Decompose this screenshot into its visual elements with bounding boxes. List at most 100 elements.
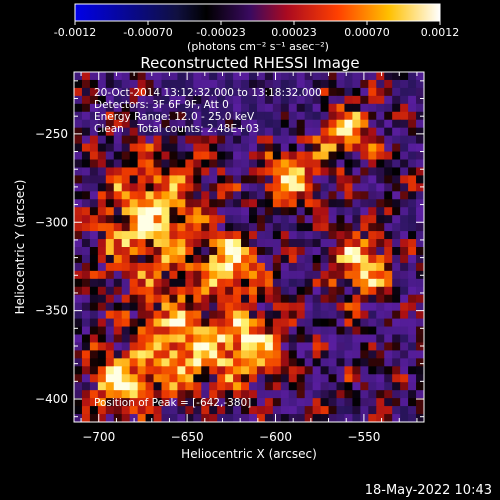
heatmap-cell	[304, 294, 314, 304]
heatmap-cell	[209, 270, 218, 280]
heatmap-cell	[185, 278, 194, 288]
heatmap-cell	[145, 135, 155, 145]
heatmap-cell	[193, 119, 202, 129]
heatmap-cell	[400, 382, 409, 391]
heatmap-cell	[296, 72, 306, 81]
heatmap-cell	[233, 294, 242, 304]
heatmap-cell	[177, 87, 186, 97]
heatmap-cell	[400, 286, 409, 296]
heatmap-cell	[145, 342, 155, 351]
heatmap-cell	[249, 231, 258, 240]
heatmap-cell	[249, 270, 258, 280]
heatmap-cell	[352, 199, 361, 208]
heatmap-cell	[97, 342, 107, 351]
heatmap-cell	[113, 286, 123, 296]
heatmap-cell	[280, 119, 290, 129]
heatmap-cell	[209, 398, 218, 407]
heatmap-cell	[177, 167, 186, 176]
heatmap-cell	[145, 215, 155, 224]
heatmap-cell	[360, 334, 369, 344]
heatmap-cell	[169, 294, 178, 304]
x-tick-label: −700	[82, 430, 115, 444]
axis-ticks	[74, 72, 424, 422]
heatmap-cell	[201, 278, 210, 288]
heatmap-cell	[368, 350, 377, 359]
heatmap-cell	[153, 231, 163, 240]
heatmap-cell	[416, 350, 424, 359]
heatmap-cell	[304, 262, 314, 272]
heatmap-cell	[89, 247, 99, 256]
heatmap-cell	[105, 278, 115, 288]
heatmap-cell	[185, 95, 194, 105]
heatmap-cell	[272, 294, 282, 304]
heatmap-cell	[169, 270, 178, 280]
heatmap-cell	[74, 135, 83, 145]
heatmap-cell	[280, 159, 290, 169]
heatmap-cell	[121, 111, 131, 121]
heatmap-cell	[249, 294, 258, 304]
heatmap-cell	[272, 286, 282, 296]
heatmap-cell	[249, 262, 258, 272]
heatmap-cell	[376, 231, 385, 240]
heatmap-cell	[177, 278, 186, 288]
heatmap-cell	[185, 326, 194, 336]
heatmap-cell	[408, 207, 417, 216]
heatmap-cell	[153, 270, 163, 280]
heatmap-cell	[89, 207, 99, 216]
heatmap-cell	[249, 95, 258, 105]
heatmap-cell	[280, 143, 290, 153]
heatmap-cell	[408, 294, 417, 304]
heatmap-cell	[185, 167, 194, 176]
heatmap-cell	[169, 358, 178, 367]
heatmap-cell	[105, 406, 115, 415]
heatmap-cell	[153, 398, 163, 407]
heatmap-cell	[74, 103, 83, 113]
heatmap-cell	[408, 199, 417, 208]
heatmap-cell	[241, 119, 250, 129]
heatmap-cell	[105, 159, 115, 169]
heatmap-cell	[209, 191, 218, 200]
heatmap-cell	[256, 79, 266, 89]
heatmap-cell	[272, 342, 282, 351]
heatmap-cell	[296, 95, 306, 105]
heatmap-cell	[81, 79, 91, 89]
heatmap-cell	[304, 79, 314, 89]
heatmap-cell	[328, 79, 338, 89]
heatmap-cell	[81, 318, 91, 328]
heatmap-cell	[161, 127, 171, 137]
heatmap-cell	[344, 326, 353, 336]
heatmap-cell	[225, 119, 234, 129]
heatmap-cell	[129, 119, 139, 129]
heatmap-cell	[336, 223, 346, 232]
heatmap-cell	[408, 231, 417, 240]
heatmap-cell	[129, 127, 139, 137]
colorbar-tick-label: -0.00070	[123, 26, 172, 39]
heatmap-cell	[360, 175, 369, 184]
heatmap-cell	[113, 247, 123, 256]
annotation-detectors: Detectors: 3F 6F 9F, Att 0	[94, 99, 229, 111]
heatmap-cell	[161, 414, 171, 422]
heatmap-cell	[288, 398, 298, 407]
heatmap-cell	[185, 183, 194, 192]
heatmap-cell	[280, 302, 290, 312]
heatmap-cell	[400, 262, 409, 272]
heatmap-cell	[352, 95, 361, 105]
heatmap-cell	[185, 87, 194, 97]
heatmap-cell	[193, 223, 202, 232]
heatmap-cell	[217, 254, 226, 264]
heatmap-cell	[137, 374, 147, 383]
heatmap-cell	[376, 175, 385, 184]
heatmap-cell	[312, 406, 322, 415]
heatmap-cell	[400, 223, 409, 232]
heatmap-cell	[153, 111, 163, 121]
heatmap-cell	[89, 183, 99, 192]
heatmap-cell	[169, 135, 178, 145]
heatmap-cell	[328, 302, 338, 312]
heatmap-cell	[225, 239, 234, 248]
heatmap-cell	[217, 167, 226, 176]
heatmap-cell	[129, 223, 139, 232]
heatmap-cell	[304, 318, 314, 328]
heatmap-cell	[328, 374, 338, 383]
heatmap-cell	[328, 167, 338, 176]
heatmap-cell	[74, 127, 83, 137]
